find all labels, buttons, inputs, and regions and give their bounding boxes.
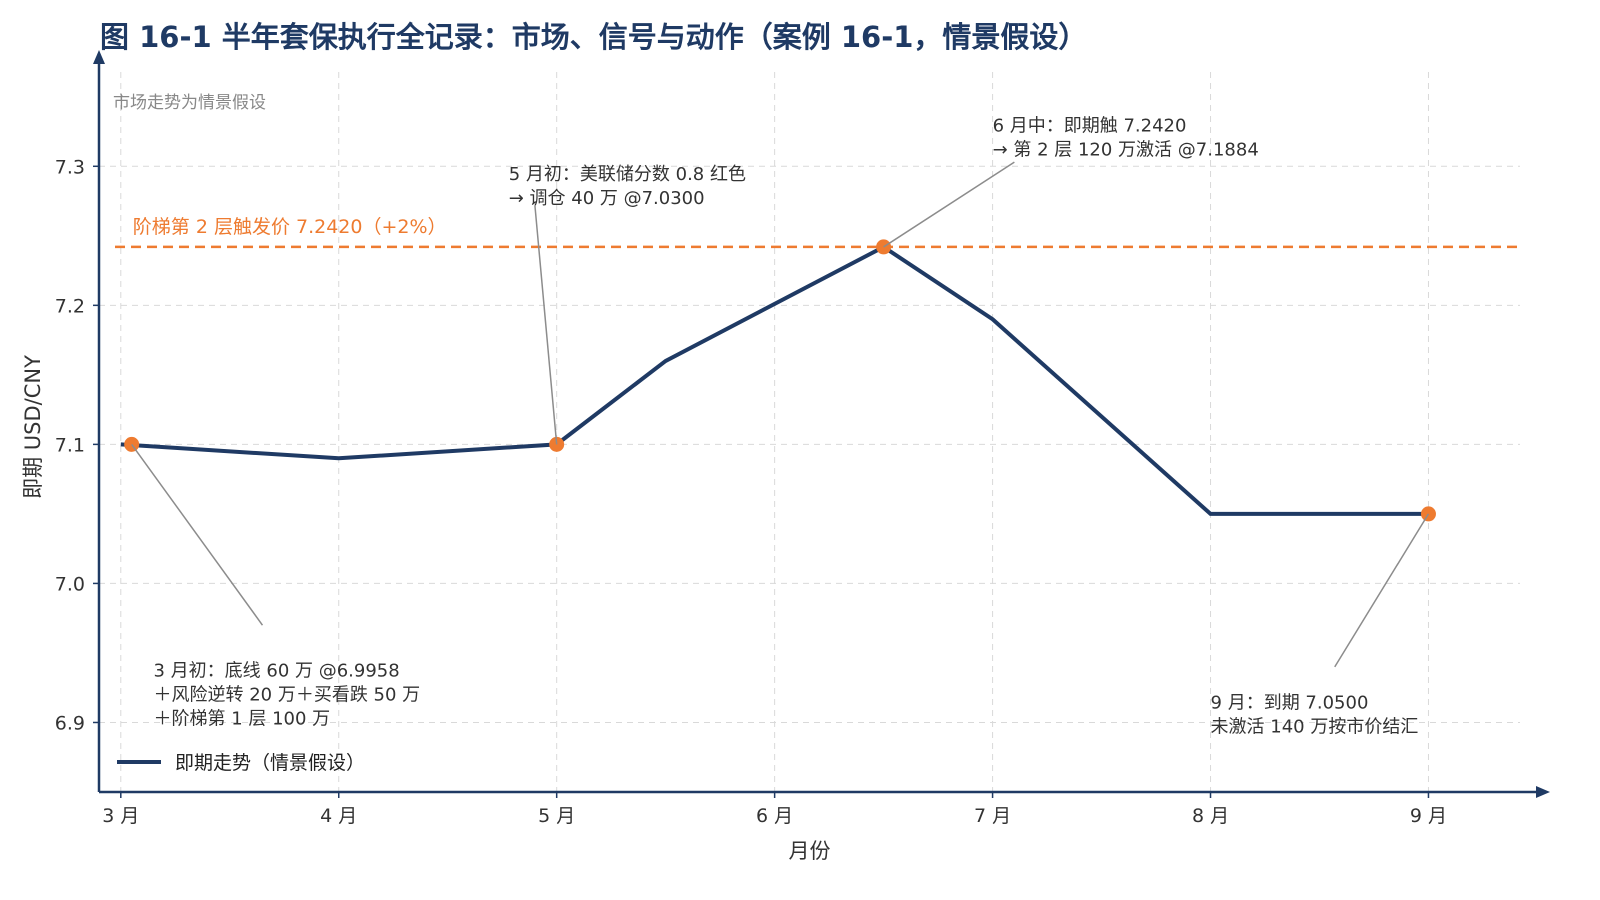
series-layer — [120, 239, 1436, 522]
y-axis-arrow — [93, 50, 105, 64]
legend-layer: 即期走势（情景假设） — [117, 752, 365, 774]
annotation-leader — [883, 161, 1015, 248]
x-tick-label: 8 月 — [1192, 805, 1229, 827]
annotation-text: 9 月：到期 7.0500 未激活 140 万按市价结汇 — [1211, 693, 1419, 738]
annotation-leader — [534, 205, 558, 445]
x-tick-label: 7 月 — [974, 805, 1011, 827]
y-tick-label: 7.3 — [55, 156, 85, 178]
annotation-line: 未激活 140 万按市价结汇 — [1211, 717, 1419, 738]
annotation-line: → 第 2 层 120 万激活 @7.1884 — [993, 140, 1259, 161]
annotation-leader — [1334, 513, 1430, 668]
annotation-line: → 调仓 40 万 @7.0300 — [509, 188, 705, 209]
annotation-text: 6 月中：即期触 7.2420 → 第 2 层 120 万激活 @7.1884 — [993, 116, 1259, 161]
annotation-text: 5 月初：美联储分数 0.8 红色 → 调仓 40 万 @7.0300 — [509, 164, 746, 209]
y-tick-label: 7.2 — [55, 295, 85, 317]
corner-note: 市场走势为情景假设 — [113, 93, 266, 113]
annotation-line: ＋阶梯第 1 层 100 万 — [153, 709, 330, 730]
legend-label: 即期走势（情景假设） — [175, 752, 365, 774]
x-tick-label: 6 月 — [756, 805, 793, 827]
series-line — [120, 244, 1429, 516]
annotation-line: 9 月：到期 7.0500 — [1211, 693, 1369, 714]
annotation-line: 6 月中：即期触 7.2420 — [993, 116, 1187, 137]
annotation-leader — [131, 443, 264, 626]
axes-layer: 3 月 4 月 5 月 6 月 7 月 8 月 9 月 6.9 7.0 7.1 7.2 7.3 月份 即期… — [21, 50, 1550, 863]
annotation-line: 3 月初：底线 60 万 @6.9958 — [153, 661, 399, 682]
reference-line-label: 阶梯第 2 层触发价 7.2420（+2%） — [133, 216, 447, 238]
x-axis-title: 月份 — [789, 839, 831, 863]
x-tick-label: 5 月 — [538, 805, 575, 827]
annotation-line: ＋风险逆转 20 万＋买看跌 50 万 — [153, 685, 420, 706]
grid-layer — [99, 72, 1520, 792]
y-tick-label: 7.0 — [55, 573, 85, 595]
chart-title: 图 16-1 半年套保执行全记录：市场、信号与动作（案例 16-1，情景假设） — [100, 20, 1088, 54]
annotation-layer: 3 月初：底线 60 万 @6.9958 ＋风险逆转 20 万＋买看跌 50 万 ＋… — [131, 116, 1430, 738]
x-axis-arrow — [1536, 786, 1550, 798]
x-tick-label: 3 月 — [102, 805, 139, 827]
x-tick-label: 9 月 — [1410, 805, 1447, 827]
reference-layer: 阶梯第 2 层触发价 7.2420（+2%） — [115, 216, 1520, 249]
annotation-text: 3 月初：底线 60 万 @6.9958 ＋风险逆转 20 万＋买看跌 50 万 ＋… — [153, 661, 420, 730]
y-axis-title: 即期 USD/CNY — [21, 355, 45, 499]
y-tick-label: 7.1 — [55, 434, 85, 456]
annotation-line: 5 月初：美联储分数 0.8 红色 — [509, 164, 746, 185]
x-tick-label: 4 月 — [320, 805, 357, 827]
y-tick-label: 6.9 — [55, 712, 85, 734]
